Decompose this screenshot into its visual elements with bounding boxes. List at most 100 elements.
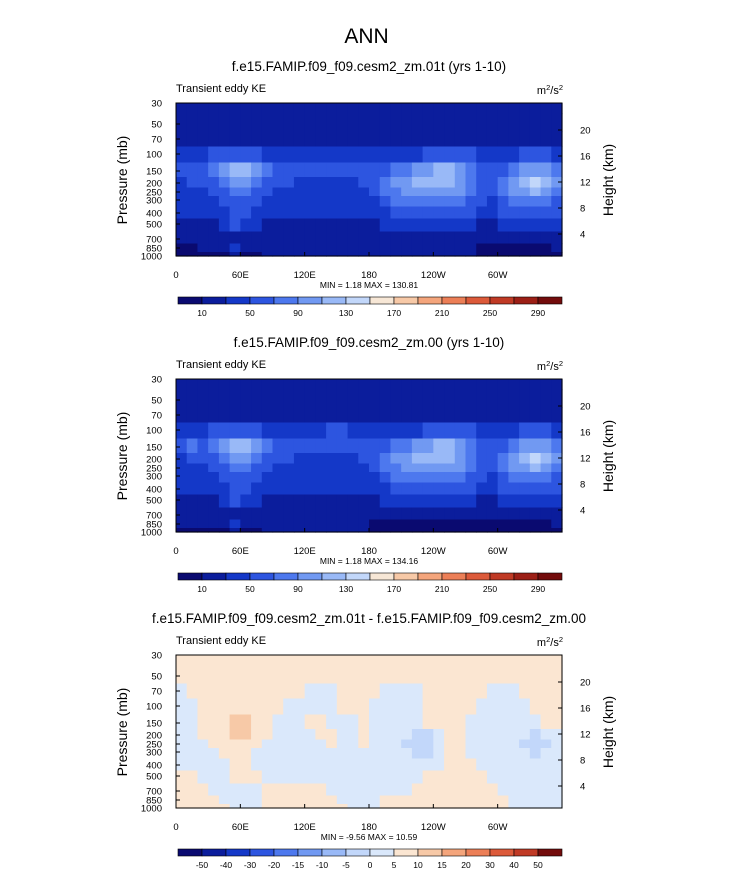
heatmap-cell [197,528,209,533]
heatmap-cell [476,218,488,233]
heatmap-cell [326,748,338,760]
heatmap-cell [336,453,349,465]
heatmap-cell [497,758,509,772]
panel-3-axes: 3050701001502002503004005007008501000201… [141,651,591,834]
heatmap-cell [208,758,220,772]
heatmap-cell [186,113,199,133]
heatmap-cell [411,162,424,178]
panel-2-stats: MIN = 1.18 MAX = 134.16 [320,556,419,566]
heatmap-cell [465,206,477,220]
heatmap-cell [476,231,488,245]
y-tick-right-label: 20 [580,126,591,137]
heatmap-cell [186,243,199,253]
heatmap-cell [379,438,392,454]
heatmap-cell [379,103,392,115]
colorbar-box [297,296,323,305]
heatmap-cell [261,177,274,189]
colorbar-label: 250 [483,308,497,318]
heatmap-cell [411,528,424,533]
heatmap-cell [261,507,274,521]
heatmap-cell [229,379,241,391]
heatmap-cell [433,729,445,741]
heatmap-cell [283,453,295,465]
heatmap-cell [519,131,531,148]
heatmap-cell [208,463,220,473]
heatmap-cell [369,252,381,257]
heatmap-cell [422,218,434,233]
heatmap-cell [390,729,402,741]
heatmap-cell [401,407,413,424]
heatmap-cell [240,494,252,509]
heatmap-cell [315,463,327,473]
heatmap-cell [208,519,220,529]
x-tick-label: 120E [294,822,316,833]
panel-3-title: f.e15.FAMIP.f09_f09.cesm2_zm.01t - f.e15… [152,611,586,626]
heatmap-cell [251,196,263,208]
y-tick-label: 200 [146,455,162,466]
heatmap-cell [422,507,434,521]
heatmap-cell [240,683,252,700]
heatmap-cell [240,113,252,133]
x-tick-label: 0 [173,546,178,557]
heatmap-cell [197,131,209,148]
heatmap-cell [486,146,499,164]
heatmap-cell [304,758,316,772]
heatmap-cell [261,103,274,115]
heatmap-cell [229,519,241,529]
heatmap-cell [208,407,220,424]
heatmap-cell [454,453,467,465]
heatmap-cell [347,231,359,245]
heatmap-cell [358,472,370,484]
heatmap-cell [465,472,477,484]
heatmap-cell [315,206,327,220]
heatmap-cell [347,714,359,730]
heatmap-cell [476,739,488,749]
heatmap-cell [551,739,563,749]
heatmap-cell [540,795,552,805]
heatmap-cell [197,162,209,178]
heatmap-cell [422,407,434,424]
colorbar-box [513,572,539,581]
colorbar-box [441,848,467,857]
heatmap-cell [540,196,552,208]
heatmap-cell [186,714,199,730]
heatmap-cell [272,494,284,509]
heatmap-cell [336,131,349,148]
heatmap-cell [304,683,316,700]
heatmap-cell [433,379,445,391]
heatmap-cell [497,463,509,473]
heatmap-cell [358,795,370,805]
heatmap-cell [197,463,209,473]
heatmap-cell [336,770,349,785]
heatmap-cell [444,758,456,772]
heatmap-cell [497,407,509,424]
y-tick-label: 30 [151,375,162,386]
heatmap-cell [347,748,359,760]
heatmap-cell [497,748,509,760]
heatmap-cell [411,729,424,741]
colorbar-label: 250 [483,584,497,594]
heatmap-cell [454,698,467,716]
heatmap-cell [390,528,402,533]
heatmap-cell [186,795,199,805]
heatmap-cell [411,389,424,409]
heatmap-cell [218,804,231,809]
heatmap-cell [293,795,306,805]
heatmap-cell [293,162,306,178]
heatmap-cell [218,231,231,245]
heatmap-cell [251,422,263,440]
heatmap-cell [411,131,424,148]
heatmap-cell [444,770,456,785]
heatmap-cell [186,206,199,220]
heatmap-cell [476,494,488,509]
heatmap-cell [401,218,413,233]
colorbar-label: 130 [339,584,353,594]
heatmap-cell [433,243,445,253]
heatmap-cell [197,453,209,465]
heatmap-cell [358,218,370,233]
heatmap-cell [315,683,327,700]
heatmap-cell [369,379,381,391]
heatmap-cell [272,804,284,809]
heatmap-cell [272,252,284,257]
heatmap-cell [476,770,488,785]
